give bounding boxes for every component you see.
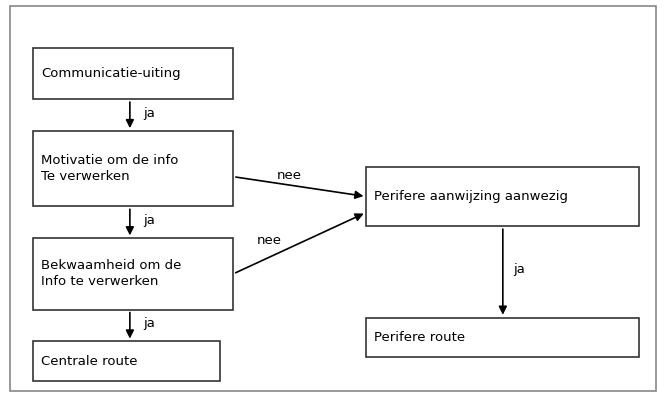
Text: nee: nee (256, 234, 282, 247)
Text: ja: ja (513, 264, 525, 276)
Bar (366, 318, 639, 357)
Text: Bekwaamheid om de

Info te verwerken: Bekwaamheid om de Info te verwerken (41, 259, 182, 289)
Text: Communicatie-uiting: Communicatie-uiting (41, 67, 181, 80)
Text: ja: ja (143, 317, 155, 330)
Text: Centrale route: Centrale route (41, 355, 138, 368)
Bar (33, 341, 220, 381)
Text: ja: ja (143, 107, 155, 119)
Text: Perifere aanwijzing aanwezig: Perifere aanwijzing aanwezig (374, 190, 568, 203)
Text: Perifere route: Perifere route (374, 331, 466, 344)
Bar (33, 48, 233, 99)
Text: Motivatie om de info

Te verwerken: Motivatie om de info Te verwerken (41, 154, 178, 183)
Bar (33, 131, 233, 206)
Text: nee: nee (276, 169, 302, 182)
Text: ja: ja (143, 214, 155, 227)
Bar (366, 167, 639, 226)
Bar (33, 238, 233, 310)
